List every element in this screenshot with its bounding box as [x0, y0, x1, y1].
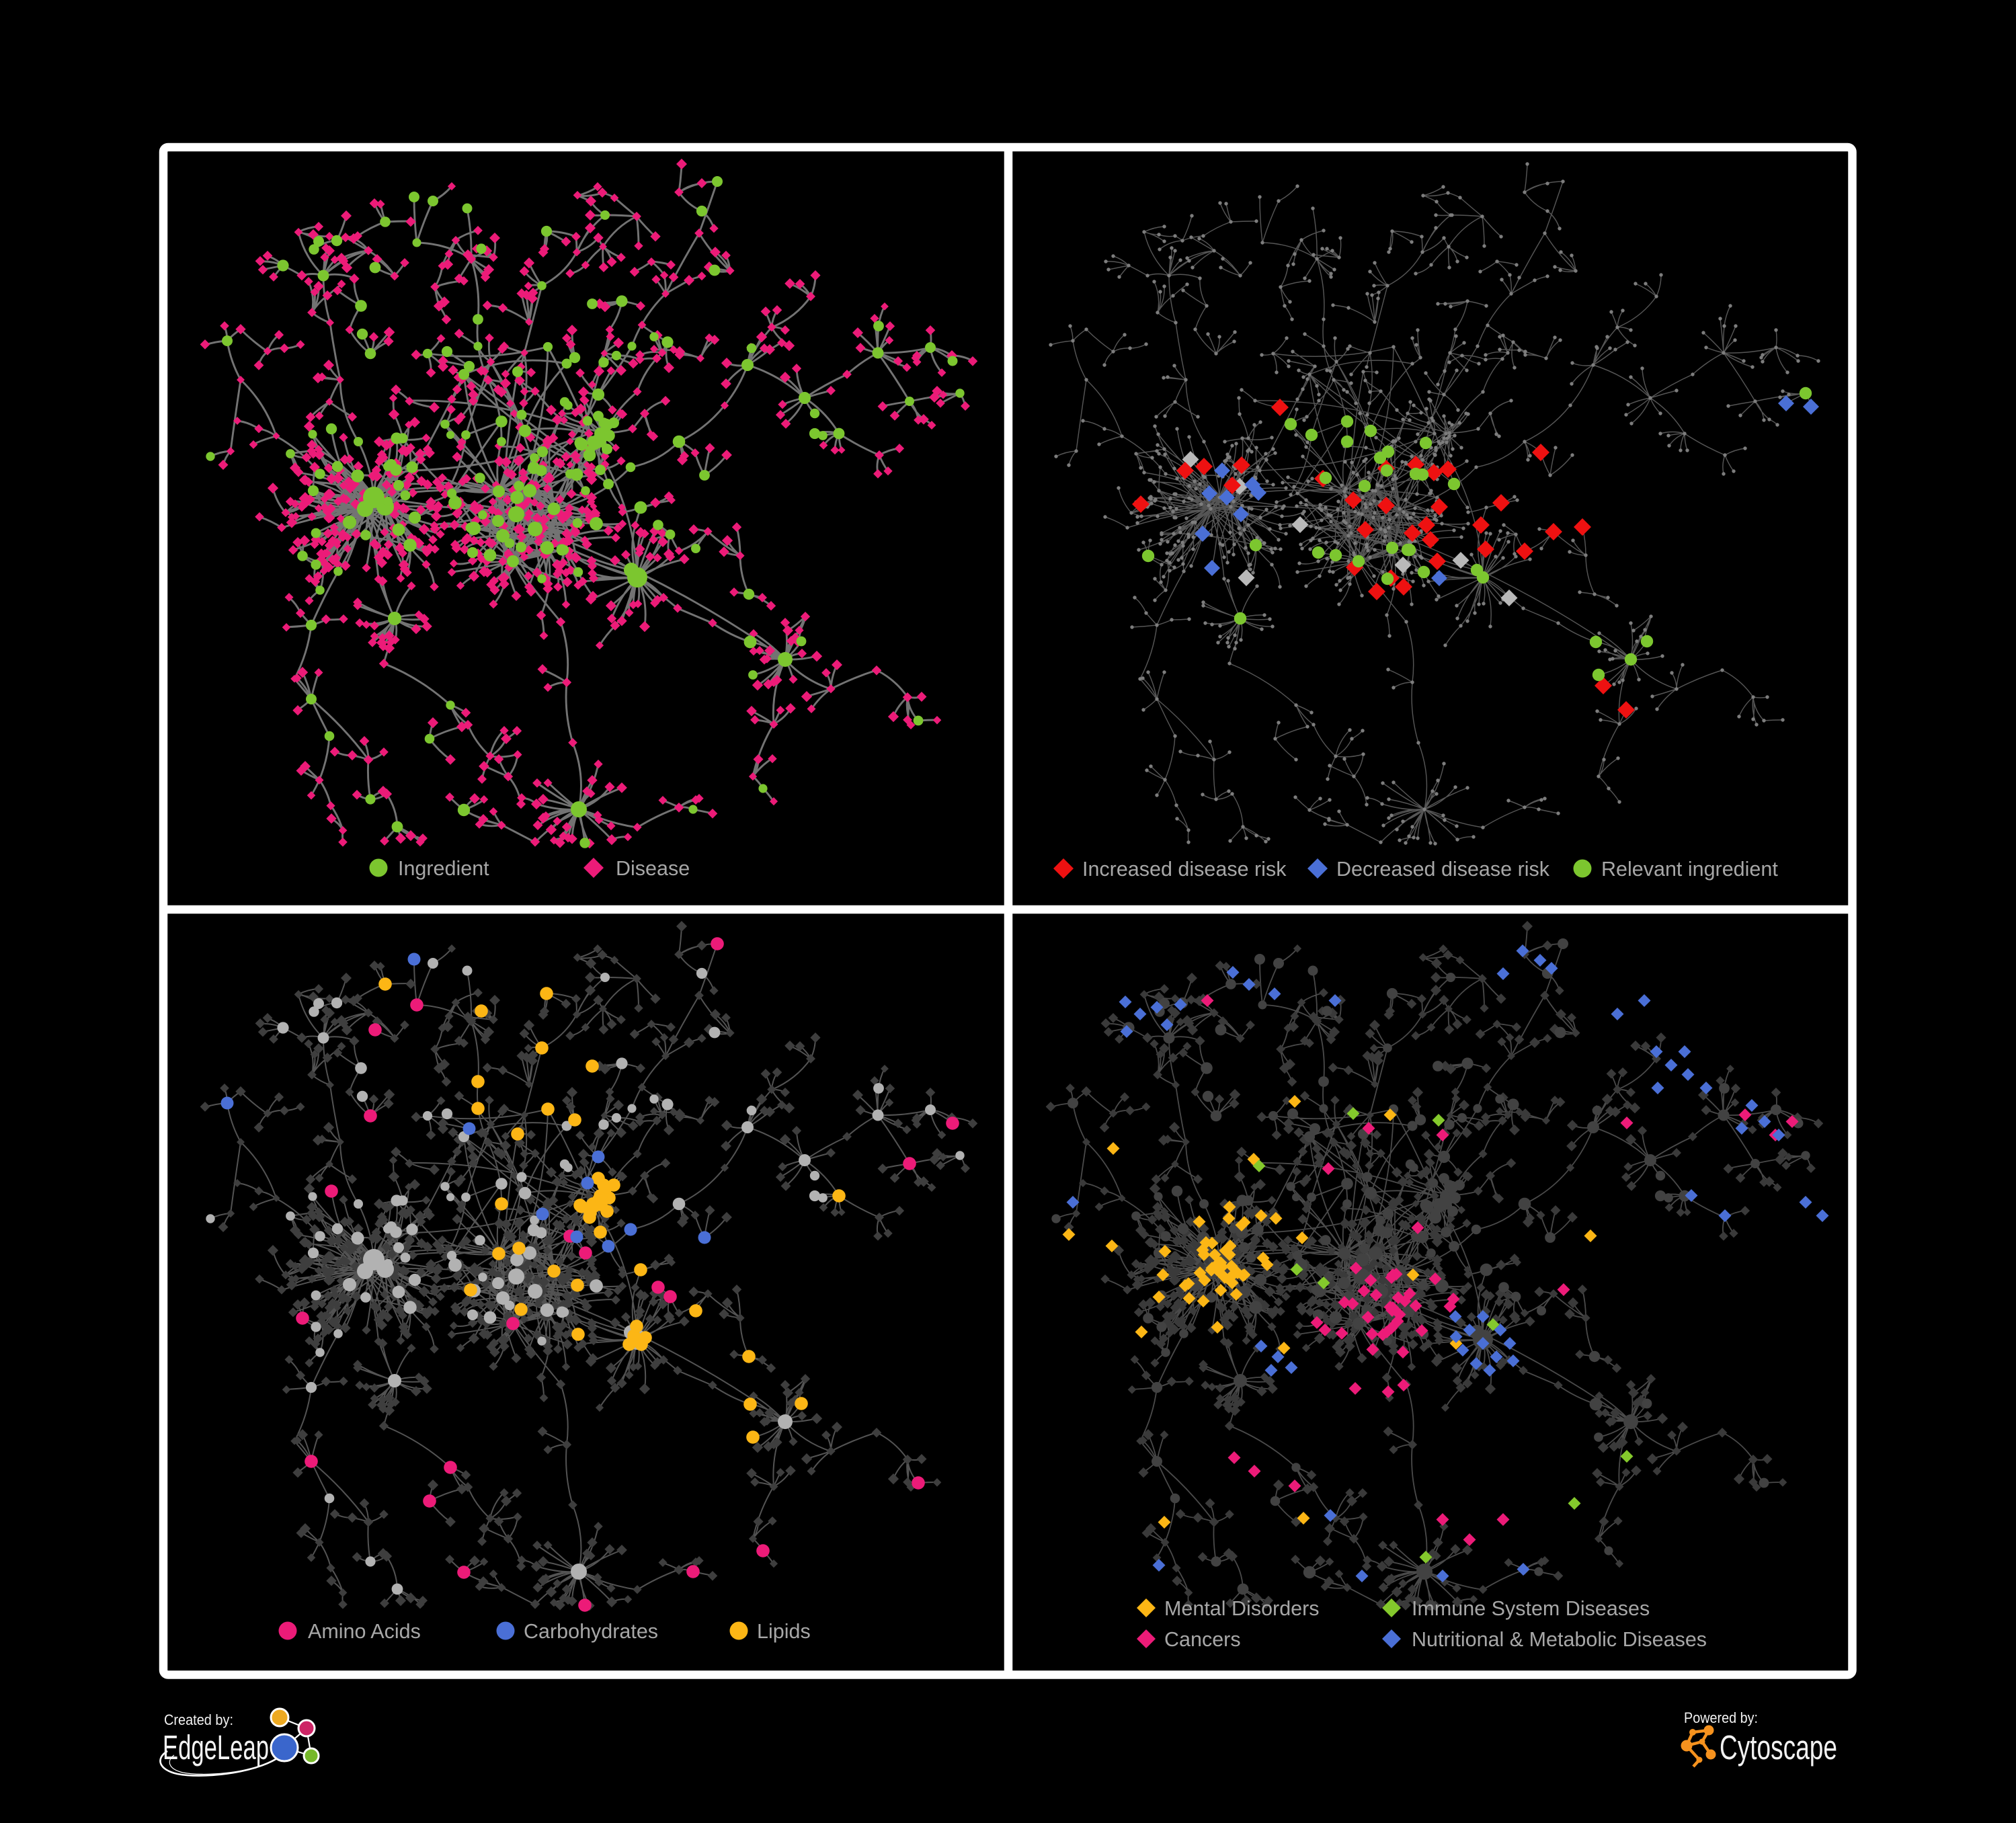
svg-text:Decreased disease risk: Decreased disease risk [1336, 858, 1550, 881]
svg-text:Cancers: Cancers [1164, 1628, 1241, 1651]
svg-text:Mental Disorders: Mental Disorders [1164, 1597, 1320, 1620]
svg-text:Relevant ingredient: Relevant ingredient [1601, 858, 1778, 881]
svg-text:Created by:: Created by: [164, 1711, 233, 1728]
svg-text:Immune System Diseases: Immune System Diseases [1412, 1597, 1650, 1620]
svg-text:EdgeLeap: EdgeLeap [163, 1728, 269, 1767]
svg-text:Increased disease risk: Increased disease risk [1082, 858, 1287, 881]
svg-text:Cytoscape: Cytoscape [1720, 1728, 1837, 1767]
svg-text:Disease: Disease [616, 857, 690, 880]
svg-text:Carbohydrates: Carbohydrates [524, 1620, 658, 1643]
svg-text:Lipids: Lipids [757, 1620, 811, 1643]
svg-text:Ingredient: Ingredient [398, 857, 489, 880]
svg-text:Nutritional & Metabolic Diseas: Nutritional & Metabolic Diseases [1412, 1628, 1707, 1651]
svg-text:Powered by:: Powered by: [1684, 1709, 1758, 1726]
svg-text:Amino Acids: Amino Acids [308, 1620, 421, 1643]
